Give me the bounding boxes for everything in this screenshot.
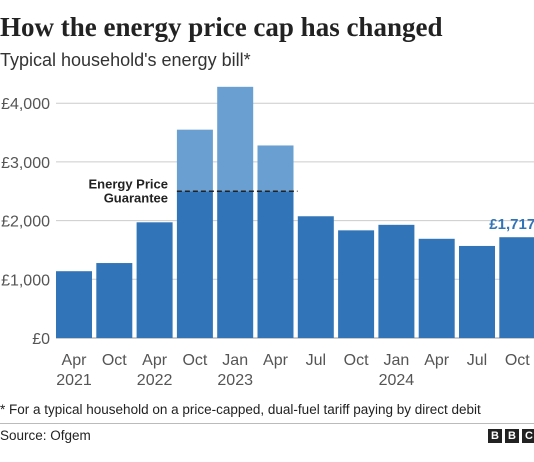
data-label-oct-2024: £1,717 — [489, 216, 534, 233]
footer-divider — [0, 423, 534, 424]
bar-jan-2024 — [378, 224, 415, 338]
x-tick-label-5: Apr — [263, 352, 289, 369]
y-tick-label-2000: £2,000 — [1, 214, 50, 231]
y-tick-label-0: £0 — [32, 331, 50, 348]
bar-oct-2022 — [176, 191, 213, 338]
bar-jul-2023 — [297, 216, 334, 338]
chart-title: How the energy price cap has changed — [0, 12, 443, 42]
x-tick-label-2: Apr — [142, 352, 168, 369]
x-year-label-2021: 2021 — [56, 372, 92, 389]
x-tick-label-9: Apr — [424, 352, 450, 369]
bar-chart: £0 £1,000 £2,000 £3,000 £4,000 Energy PriceG… — [1, 86, 534, 389]
bar-above-guarantee-jan-2023 — [217, 86, 254, 192]
bar-jul-2024 — [459, 245, 495, 338]
x-tick-label-0: Apr — [62, 352, 88, 369]
source-note: Source: Ofgem — [0, 428, 91, 443]
bbc-logo-letter-b2: B — [505, 429, 519, 443]
x-year-label-2023: 2023 — [217, 372, 253, 389]
x-tick-label-10: Jul — [467, 352, 487, 369]
bar-apr-2023 — [257, 191, 294, 338]
y-tick-label-1000: £1,000 — [1, 272, 50, 289]
bar-above-guarantee-apr-2023 — [257, 145, 294, 192]
x-tick-label-7: Oct — [344, 352, 369, 369]
bar-oct-2023 — [338, 230, 375, 338]
bar-above-guarantee-oct-2022 — [176, 129, 213, 192]
x-year-label-2024: 2024 — [379, 372, 415, 389]
bbc-logo-letter-b1: B — [488, 429, 502, 443]
y-tick-label-3000: £3,000 — [1, 155, 50, 172]
x-tick-label-11: Oct — [505, 352, 530, 369]
bbc-logo: B B C — [488, 429, 534, 443]
bar-apr-2024 — [418, 238, 455, 338]
bar-jan-2023 — [217, 191, 254, 338]
bbc-logo-letter-c: C — [522, 429, 534, 443]
bar-apr-2022 — [136, 222, 173, 338]
chart-subtitle: Typical household's energy bill* — [0, 50, 251, 70]
guarantee-label-line-1: Energy Price — [89, 176, 169, 191]
bar-oct-2021 — [96, 263, 133, 338]
x-tick-label-4: Jan — [222, 352, 248, 369]
guarantee-label-line-2: Guarantee — [104, 190, 168, 205]
chart-footnote: * For a typical household on a price-cap… — [0, 402, 481, 417]
x-tick-label-6: Jul — [306, 352, 326, 369]
bar-apr-2021 — [56, 271, 92, 338]
x-tick-label-1: Oct — [102, 352, 127, 369]
bar-oct-2024 — [499, 237, 534, 338]
y-tick-label-4000: £4,000 — [1, 96, 50, 113]
x-tick-label-3: Oct — [182, 352, 207, 369]
x-year-label-2022: 2022 — [137, 372, 173, 389]
x-tick-label-8: Jan — [384, 352, 410, 369]
